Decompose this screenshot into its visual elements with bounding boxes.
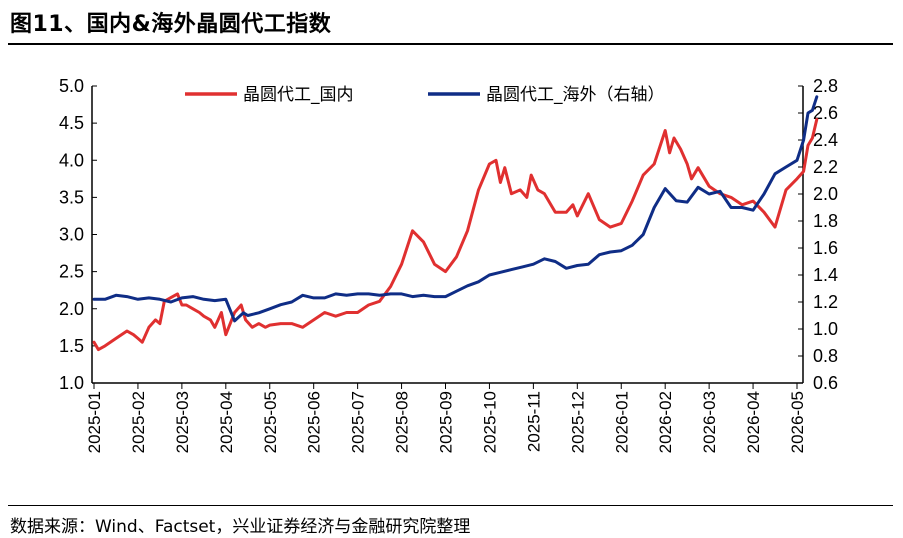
- legend-label-overseas: 晶圆代工_海外（右轴）: [486, 85, 665, 105]
- x-tick-label: 2025-12: [568, 391, 587, 453]
- left-y-tick-label: 4.5: [59, 113, 84, 133]
- x-tick-label: 2026-01: [612, 391, 631, 453]
- right-y-tick-label: 1.2: [813, 292, 838, 312]
- x-tick-label: 2026-05: [788, 391, 807, 453]
- series-layer: [92, 95, 819, 352]
- right-y-tick-label: 2.0: [813, 184, 838, 204]
- chart-axes: 1.0 1.5 2.0 2.5 3.0 3.5 4.0 4.5 5.0 0.6 0.8 1.0 1.2 1…: [59, 76, 838, 453]
- left-y-tick-label: 2.5: [59, 262, 84, 282]
- x-tick-label: 2025-01: [85, 391, 104, 453]
- left-y-tick-label: 1.5: [59, 336, 84, 356]
- figure-title: 图11、国内&海外晶圆代工指数: [10, 12, 332, 37]
- right-y-tick-label: 2.2: [813, 157, 838, 177]
- x-tick-label: 2025-06: [305, 391, 324, 453]
- left-y-tick-label: 1.0: [59, 373, 84, 393]
- x-tick-label: 2025-11: [524, 391, 543, 452]
- x-tick-label: 2025-10: [480, 391, 499, 453]
- x-tick-label: 2026-04: [744, 391, 763, 453]
- right-y-tick-label: 1.4: [813, 265, 838, 285]
- source-note: 数据来源：Wind、Factset，兴业证券经济与金融研究院整理: [10, 517, 471, 537]
- left-y-tick-label: 2.0: [59, 299, 84, 319]
- right-y-tick-label: 0.8: [813, 346, 838, 366]
- x-tick-label: 2025-03: [173, 391, 192, 453]
- right-y-tick-label: 1.0: [813, 319, 838, 339]
- x-tick-label: 2025-09: [437, 391, 456, 453]
- series-line-overseas: [92, 95, 819, 323]
- left-y-tick-label: 4.0: [59, 150, 84, 170]
- right-y-tick-label: 2.6: [813, 103, 838, 123]
- right-y-tick-label: 0.6: [813, 373, 838, 393]
- x-tick-label: 2025-08: [393, 391, 412, 453]
- bottom-rule: [8, 505, 893, 506]
- legend-label-domestic: 晶圆代工_国内: [243, 85, 354, 105]
- x-tick-label: 2025-02: [129, 391, 148, 453]
- x-tick-label: 2025-05: [261, 391, 280, 453]
- x-tick-label: 2025-07: [349, 391, 368, 453]
- top-rule: [8, 43, 893, 45]
- x-tick-label: 2026-03: [700, 391, 719, 453]
- chart-legend: 晶圆代工_国内 晶圆代工_海外（右轴）: [185, 85, 665, 105]
- right-y-tick-label: 1.6: [813, 238, 838, 258]
- x-tick-label: 2026-02: [656, 391, 675, 453]
- right-y-tick-label: 2.4: [813, 130, 838, 150]
- left-y-tick-label: 5.0: [59, 76, 84, 96]
- left-y-tick-label: 3.5: [59, 187, 84, 207]
- series-line-domestic: [92, 117, 819, 352]
- x-tick-label: 2025-04: [217, 391, 236, 453]
- left-y-tick-label: 3.0: [59, 225, 84, 245]
- right-y-tick-label: 2.8: [813, 76, 838, 96]
- right-y-tick-label: 1.8: [813, 211, 838, 231]
